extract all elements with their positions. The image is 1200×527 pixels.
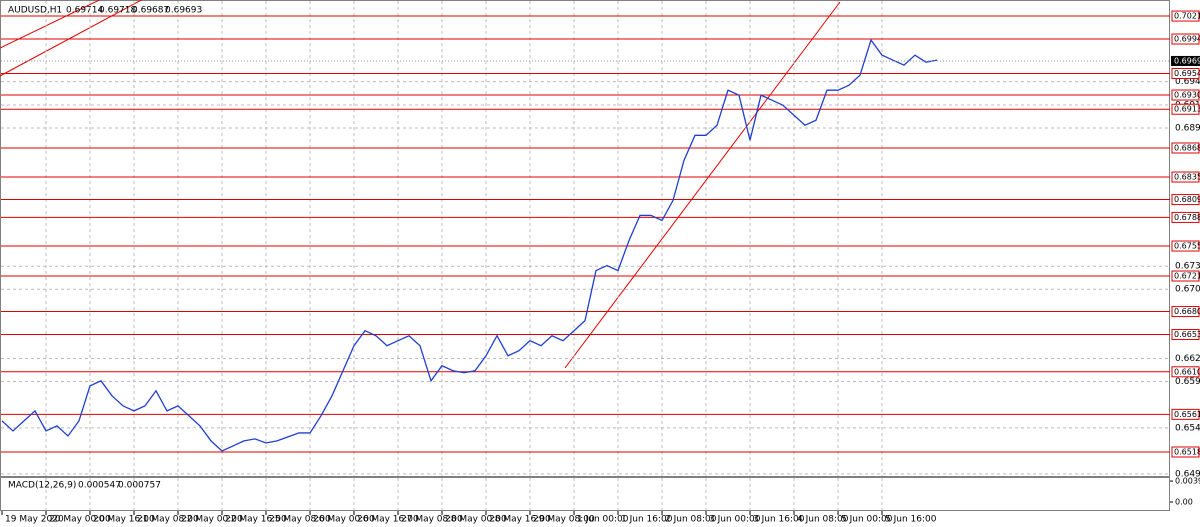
level-label: 0.67558 xyxy=(1174,242,1200,251)
macd-name: MACD(12,26,9) xyxy=(8,481,76,491)
level-tag xyxy=(1171,329,1200,341)
macd-tick-label: 0.003922 xyxy=(1175,477,1200,486)
level-tag xyxy=(1171,408,1200,420)
x-tick-label: 25 May 08:00 xyxy=(269,515,331,525)
level-tag xyxy=(1171,270,1200,282)
x-tick-label: 21 May 08:00 xyxy=(137,515,199,525)
level-tag xyxy=(1171,446,1200,458)
level-label: 0.66537 xyxy=(1174,330,1200,339)
x-tick-label: 28 May 00:00 xyxy=(445,515,507,525)
level-tag xyxy=(1171,68,1200,80)
level-label: 0.66107 xyxy=(1174,367,1200,376)
x-tick-label: 26 May 16:00 xyxy=(357,515,419,525)
level-tag xyxy=(1171,103,1200,115)
macd-panel xyxy=(0,477,1170,511)
level-label: 0.66802 xyxy=(1174,307,1200,316)
x-tick-label: 22 May 16:00 xyxy=(225,515,287,525)
x-tick-label: 4 Jun 08:00 xyxy=(797,515,849,525)
level-label: 0.67212 xyxy=(1174,272,1200,281)
x-tick-label: 20 May 16:00 xyxy=(93,515,155,525)
macd-value: 0.000547 xyxy=(78,481,121,491)
level-tag xyxy=(1171,306,1200,318)
level-tag xyxy=(1171,366,1200,378)
quote-value: 0.69687 xyxy=(132,6,169,16)
x-tick-label: 22 May 00:00 xyxy=(181,515,243,525)
x-tick-label: 5 Jun 16:00 xyxy=(885,515,937,525)
current-price-label: 0.69693 xyxy=(1174,56,1200,65)
x-tick-label: 3 Jun 16:00 xyxy=(753,515,805,525)
x-tick-label: 19 May 2020 xyxy=(5,515,64,525)
level-label: 0.68689 xyxy=(1174,143,1200,152)
price-line xyxy=(1,38,938,452)
x-tick-label: 1 Jun 16:00 xyxy=(621,515,673,525)
level-tag xyxy=(1171,211,1200,223)
macd-tick-label: 0.00 xyxy=(1175,498,1193,507)
level-tag xyxy=(1171,33,1200,45)
y-tick-label: 0.64930 xyxy=(1175,469,1200,479)
level-label: 0.67888 xyxy=(1174,213,1200,222)
trend-line xyxy=(0,0,143,77)
quote-value: 0.69693 xyxy=(165,6,202,16)
y-tick-label: 0.67325 xyxy=(1175,262,1200,272)
y-tick-label: 0.68920 xyxy=(1175,123,1200,133)
x-tick-label: 2 Jun 08:00 xyxy=(665,515,717,525)
level-label: 0.65616 xyxy=(1174,410,1200,419)
level-label: 0.65182 xyxy=(1174,447,1200,456)
level-tag xyxy=(1171,142,1200,154)
x-tick-label: 1 Jun 00:00 xyxy=(577,515,629,525)
x-tick-label: 5 Jun 00:00 xyxy=(841,515,893,525)
main-panel xyxy=(0,0,1170,477)
x-tick-label: 28 May 16:00 xyxy=(489,515,551,525)
level-tag xyxy=(1171,240,1200,252)
level-tag xyxy=(1171,89,1200,101)
level-label: 0.70211 xyxy=(1174,12,1200,21)
y-tick-label: 0.69455 xyxy=(1175,77,1200,87)
level-label: 0.68354 xyxy=(1174,173,1200,182)
current-price-tag xyxy=(1171,55,1200,66)
level-tag xyxy=(1171,10,1200,22)
y-tick-label: 0.65995 xyxy=(1175,377,1200,387)
level-tag xyxy=(1171,194,1200,206)
y-tick-label: 0.67060 xyxy=(1175,285,1200,295)
trend-line xyxy=(0,0,101,49)
x-tick-label: 20 May 00:00 xyxy=(49,515,111,525)
x-tick-label: 3 Jun 00:00 xyxy=(709,515,761,525)
x-tick-label: 26 May 00:00 xyxy=(313,515,375,525)
x-tick-label: 27 May 08:00 xyxy=(401,515,463,525)
level-label: 0.68094 xyxy=(1174,195,1200,204)
quote-value: 0.69718 xyxy=(99,6,136,16)
y-tick-label: 0.65460 xyxy=(1175,423,1200,433)
x-tick-label: 29 May 08:00 xyxy=(533,515,595,525)
level-label: 0.69136 xyxy=(1174,105,1200,114)
level-label: 0.69946 xyxy=(1174,35,1200,44)
macd-signal: 0.000757 xyxy=(118,481,161,491)
level-tag xyxy=(1171,171,1200,183)
symbol: AUDUSD,H1 xyxy=(8,6,62,16)
y-tick-label: 0.66260 xyxy=(1175,354,1200,364)
level-label: 0.69548 xyxy=(1174,69,1200,78)
quote-value: 0.69714 xyxy=(66,6,103,16)
